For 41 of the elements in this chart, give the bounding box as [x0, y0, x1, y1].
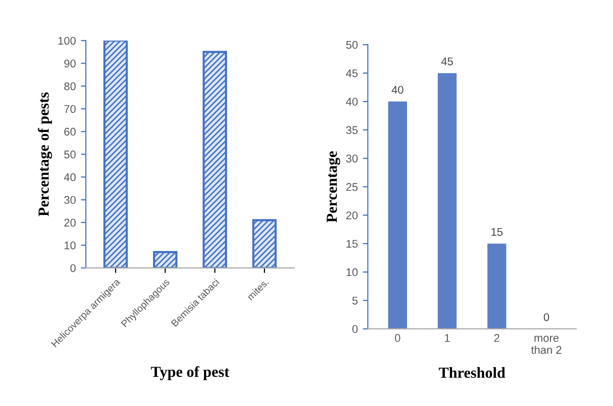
data-label: 0: [544, 313, 550, 322]
y-tick-label: 80: [64, 82, 76, 90]
y-tick-label: 5: [352, 296, 358, 305]
y-tick-label: 10: [346, 268, 358, 276]
y-axis-title: Percentage of pests: [38, 92, 52, 216]
data-label: 40: [392, 86, 404, 94]
y-tick-label: 40: [346, 98, 358, 106]
y-tick-label: 50: [64, 150, 76, 158]
x-tick-label: more than 2: [531, 336, 562, 354]
bar: [252, 219, 277, 268]
bar: [388, 102, 408, 329]
data-label: 15: [491, 228, 503, 236]
y-tick-label: 40: [64, 173, 76, 182]
y-tick-label: 20: [346, 211, 358, 220]
y-tick-label: 25: [346, 183, 358, 191]
y-tick-label: 50: [346, 40, 358, 49]
y-tick-label: 45: [346, 69, 358, 78]
y-tick-label: 30: [346, 154, 358, 162]
y-tick-label: 100: [58, 36, 76, 45]
y-tick-label: 70: [64, 105, 76, 113]
x-tick-label: 0: [394, 334, 400, 342]
bar: [153, 251, 178, 268]
y-tick-label: 10: [64, 241, 76, 250]
y-tick-label: 20: [64, 218, 76, 227]
bar: [487, 244, 506, 329]
bar: [103, 40, 128, 268]
y-tick-label: 35: [346, 126, 358, 134]
y-tick-label: 90: [64, 60, 76, 68]
y-tick-label: 15: [346, 240, 358, 248]
y-axis-title: Percentage: [326, 151, 340, 222]
x-axis-title: Type of pest: [150, 366, 230, 380]
x-tick-label: 2: [494, 334, 500, 342]
y-tick-label: 0: [352, 325, 358, 333]
x-tick-label: 1: [444, 334, 450, 342]
y-tick-label: 0: [70, 264, 76, 272]
y-tick-label: 60: [64, 128, 76, 136]
data-label: 45: [441, 58, 453, 66]
y-tick-label: 30: [64, 196, 76, 204]
x-axis-title: Threshold: [438, 367, 506, 378]
bar: [438, 73, 457, 329]
bar: [202, 50, 228, 268]
